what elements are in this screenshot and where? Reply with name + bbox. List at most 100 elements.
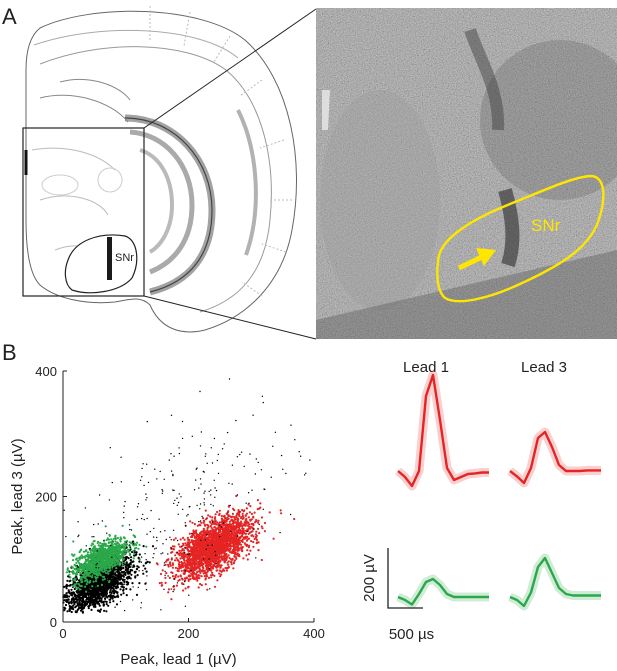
- scatter-point: [101, 566, 104, 569]
- scatter-point: [227, 510, 230, 513]
- scatter-point: [155, 547, 157, 549]
- scatter-point: [173, 578, 175, 580]
- scatter-point: [206, 523, 209, 526]
- scatter-point: [131, 569, 134, 572]
- scatter-point: [138, 560, 141, 563]
- scatter-point: [90, 598, 93, 601]
- scatter-point: [108, 534, 111, 537]
- scatter-point: [124, 500, 126, 503]
- scatter-point: [86, 551, 90, 554]
- scatter-point: [214, 516, 217, 519]
- scatter-point: [104, 586, 107, 589]
- scatter-point: [210, 566, 213, 569]
- scatter-point: [163, 562, 166, 564]
- scatter-point: [189, 574, 192, 578]
- scatter-point: [93, 565, 96, 568]
- scatter-point: [88, 581, 91, 584]
- scatter-point: [160, 581, 163, 584]
- scatter-point: [146, 575, 148, 577]
- scatter-point: [156, 563, 159, 566]
- scatter-series-3: [63, 378, 311, 614]
- scatter-point: [146, 533, 148, 535]
- scatter-point: [260, 469, 263, 471]
- scatter-point: [206, 542, 209, 545]
- scatter-point: [181, 565, 184, 568]
- scatter-point: [253, 537, 256, 541]
- scatter-point: [74, 611, 77, 614]
- scatter-point: [114, 574, 117, 577]
- scatter-point: [226, 543, 229, 546]
- scatter-point: [255, 458, 257, 460]
- scatter-point: [218, 509, 221, 512]
- scatter-point: [203, 543, 206, 546]
- scatter-point: [244, 529, 247, 532]
- scatter-point: [200, 537, 203, 540]
- scatter-point: [109, 541, 112, 544]
- scatter-point: [181, 562, 184, 565]
- scatter-point: [189, 520, 192, 523]
- scatter-point: [191, 557, 194, 560]
- scatter-point: [127, 566, 130, 569]
- scatter-point: [173, 545, 176, 548]
- scatter-point: [72, 591, 75, 594]
- scatter-point: [79, 555, 82, 559]
- scatter-point: [137, 586, 139, 589]
- scatter-point: [197, 557, 200, 560]
- scatter-point: [84, 585, 87, 588]
- scatter-point: [133, 552, 136, 556]
- scatter-point: [154, 468, 156, 470]
- scatter-point: [231, 537, 234, 540]
- scatter-point: [93, 587, 96, 590]
- scatter-point: [220, 514, 223, 518]
- scatter-point: [235, 524, 238, 528]
- scatter-point: [193, 531, 196, 534]
- scatter-point: [240, 522, 243, 525]
- scatter-point: [227, 566, 230, 569]
- scatter-point: [129, 562, 132, 565]
- scatter-point: [180, 564, 183, 567]
- scatter-point: [214, 529, 217, 532]
- scatter-point: [116, 574, 119, 577]
- scatter-point: [180, 569, 183, 572]
- scatter-point: [192, 553, 195, 556]
- scatter-point: [256, 499, 259, 502]
- scatter-point: [177, 579, 180, 582]
- scatter-point: [242, 523, 245, 526]
- scatter-point: [199, 390, 201, 393]
- scatter-point: [103, 609, 106, 612]
- scatter-point: [111, 541, 114, 544]
- scatter-point: [213, 585, 217, 588]
- scatter-point: [66, 579, 69, 582]
- scatter-point: [112, 537, 115, 541]
- scatter-point: [230, 561, 233, 564]
- coronal-atlas-section: [24, 6, 297, 333]
- scatter-point: [210, 523, 213, 526]
- scatter-point: [194, 578, 197, 581]
- scatter-point: [218, 521, 221, 524]
- scatter-point: [63, 599, 66, 602]
- scatter-point: [74, 564, 77, 567]
- scatter-point: [81, 611, 84, 614]
- scatter-point: [117, 560, 120, 564]
- scatter-point: [198, 577, 201, 580]
- scatter-point: [212, 560, 215, 564]
- scatter-point: [130, 573, 133, 576]
- scatter-point: [63, 596, 66, 599]
- scatter-point: [106, 537, 109, 540]
- scatter-point: [210, 576, 213, 579]
- scatter-point: [259, 502, 262, 505]
- scatter-point: [171, 562, 174, 565]
- scatter-point: [223, 519, 226, 522]
- scatter-point: [244, 514, 247, 517]
- scatter-point: [236, 540, 239, 544]
- scatter-point: [250, 518, 253, 521]
- scatter-point: [193, 563, 196, 566]
- scatter-point: [212, 532, 215, 535]
- scatter-point: [204, 545, 207, 549]
- scatter-point: [94, 603, 97, 607]
- scatter-point: [248, 511, 251, 514]
- scatter-point: [79, 571, 82, 574]
- scatter-point: [174, 566, 177, 570]
- scatter-point: [198, 523, 201, 527]
- scatter-point: [201, 517, 205, 520]
